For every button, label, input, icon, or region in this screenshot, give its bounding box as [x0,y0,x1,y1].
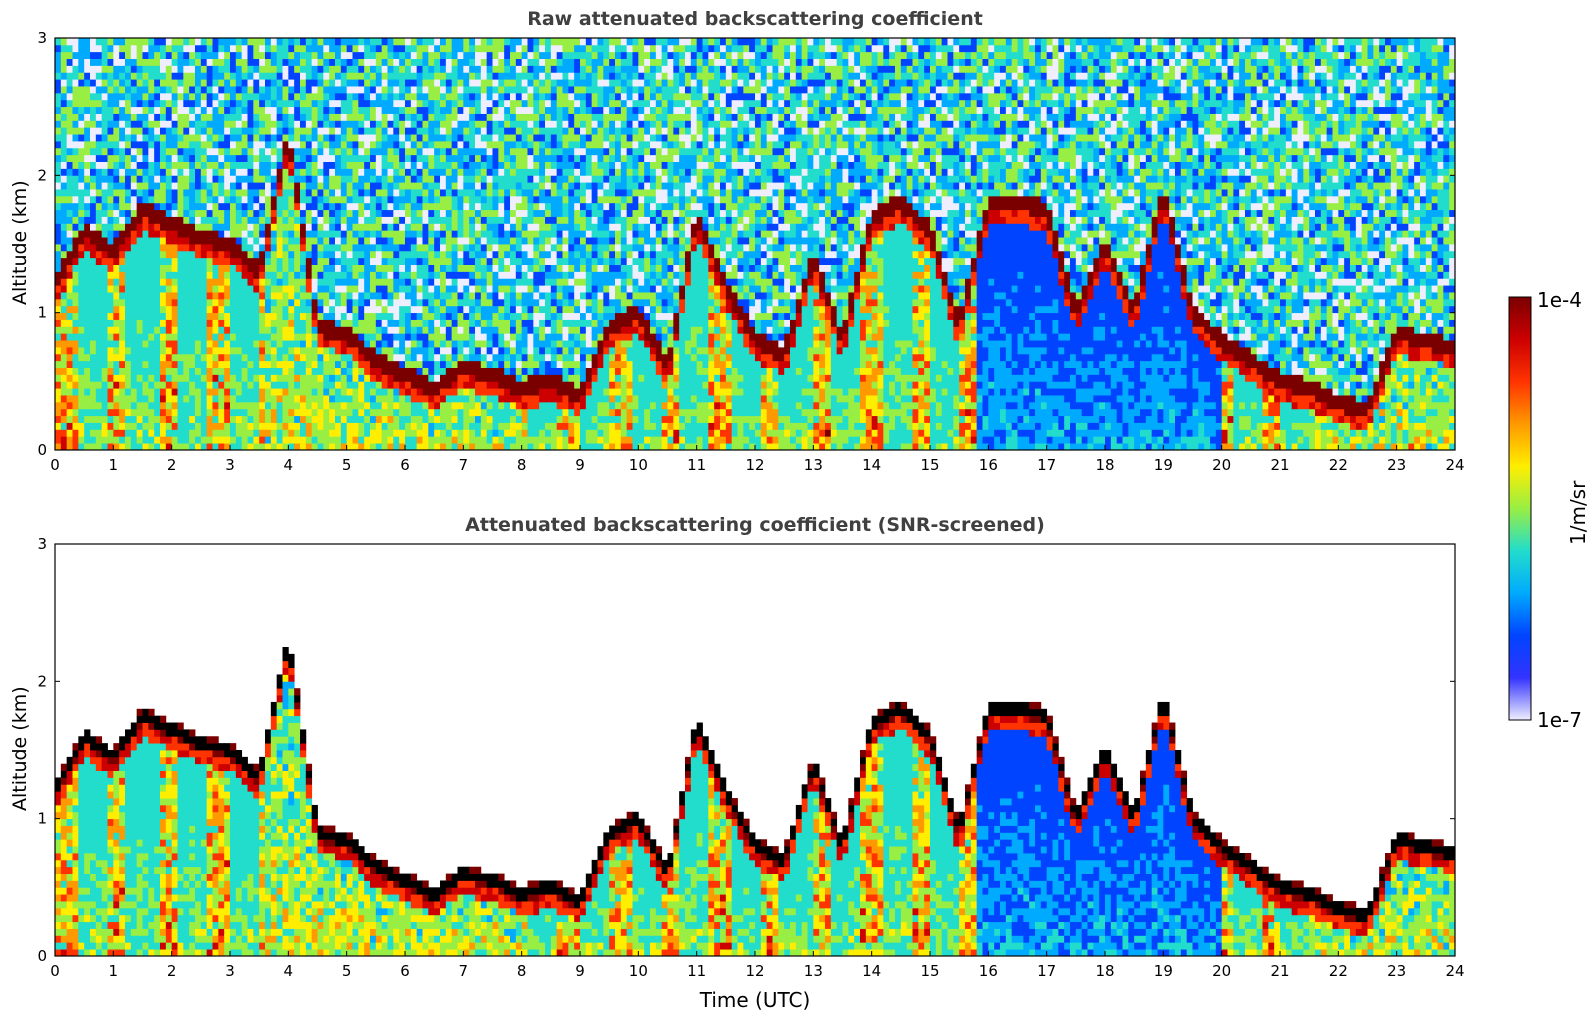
x-tick-label: 4 [284,456,294,474]
x-tick-label: 16 [979,962,998,980]
x-tick-label: 11 [687,456,706,474]
x-tick-label: 24 [1445,962,1464,980]
y-tick-label: 2 [37,166,47,184]
y-tick-label: 3 [37,29,47,47]
x-tick-label: 14 [862,962,881,980]
raw-plot-ylabel: Altitude (km) [9,180,31,305]
screened-plot-ylabel: Altitude (km) [9,686,31,811]
colorbar-gradient [1508,296,1532,721]
x-tick-label: 23 [1387,456,1406,474]
x-tick-label: 20 [1212,962,1231,980]
raw-plot-axes: 0 1 2 3 4 5 6 7 8 9 10 11 12 13 14 15 16 17 18 19 20 21 22 23 24… [37,29,1464,474]
x-tick-label: 13 [804,962,823,980]
x-tick-label: 21 [1270,962,1289,980]
x-tick-label: 8 [517,456,527,474]
y-tick-label: 0 [37,947,47,965]
x-tick-label: 17 [1037,962,1056,980]
screened-plot-axes: 0 1 2 3 4 5 6 7 8 9 10 11 12 13 14 15 16 17 18 19 20 21 22 23 24… [37,535,1464,980]
x-tick-label: 12 [745,962,764,980]
colorbar-unit-label: 1/m/sr [1566,480,1590,545]
x-tick-label: 13 [804,456,823,474]
x-tick-label: 19 [1154,962,1173,980]
raw-plot-title: Raw attenuated backscattering coefficien… [527,8,983,30]
x-tick-label: 14 [862,456,881,474]
x-tick-label: 0 [50,962,60,980]
x-tick-label: 5 [342,962,352,980]
x-tick-label: 3 [225,456,235,474]
x-tick-label: 10 [629,962,648,980]
y-tick-label: 1 [37,304,47,322]
colorbar-max-label: 1e-4 [1537,288,1582,312]
x-tick-label: 7 [459,962,469,980]
raw-backscatter-plot [55,38,1455,450]
x-tick-label: 2 [167,456,177,474]
x-tick-label: 8 [517,962,527,980]
y-tick-label: 2 [37,672,47,690]
screened-backscatter-plot [55,647,1455,956]
colorbar [1508,296,1532,721]
y-tick-label: 3 [37,535,47,553]
x-tick-label: 1 [109,962,119,980]
y-tick-label: 1 [37,810,47,828]
x-tick-label: 7 [459,456,469,474]
x-tick-label: 3 [225,962,235,980]
y-tick-label: 0 [37,441,47,459]
x-tick-label: 15 [920,456,939,474]
x-tick-label: 1 [109,456,119,474]
x-tick-label: 22 [1329,456,1348,474]
x-tick-label: 2 [167,962,177,980]
x-tick-label: 10 [629,456,648,474]
x-tick-label: 21 [1270,456,1289,474]
x-tick-label: 9 [575,962,585,980]
colorbar-min-label: 1e-7 [1537,708,1582,732]
x-tick-label: 4 [284,962,294,980]
x-tick-label: 5 [342,456,352,474]
x-tick-label: 6 [400,962,410,980]
x-tick-label: 11 [687,962,706,980]
x-tick-label: 23 [1387,962,1406,980]
x-tick-label: 18 [1095,962,1114,980]
x-tick-label: 18 [1095,456,1114,474]
x-tick-label: 22 [1329,962,1348,980]
x-tick-label: 19 [1154,456,1173,474]
x-tick-label: 16 [979,456,998,474]
time-axis-label: Time (UTC) [699,988,811,1012]
x-tick-label: 9 [575,456,585,474]
x-tick-label: 15 [920,962,939,980]
x-tick-label: 20 [1212,456,1231,474]
x-tick-label: 6 [400,456,410,474]
x-tick-label: 24 [1445,456,1464,474]
x-tick-label: 12 [745,456,764,474]
x-tick-label: 0 [50,456,60,474]
screened-plot-title: Attenuated backscattering coefficient (S… [465,514,1045,536]
x-tick-label: 17 [1037,456,1056,474]
